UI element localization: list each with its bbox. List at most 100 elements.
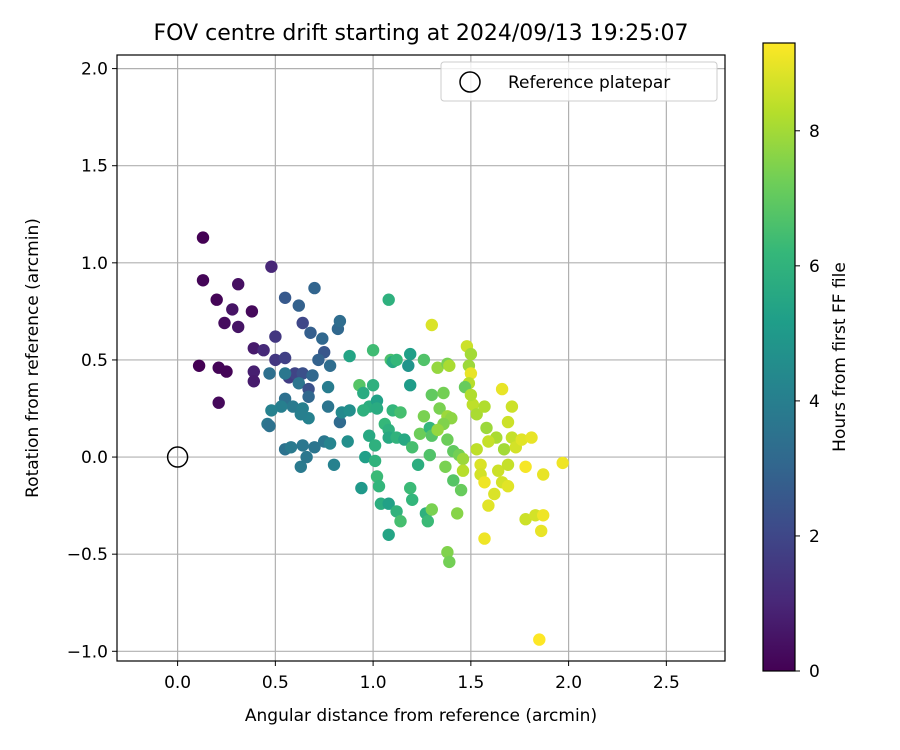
- data-point: [296, 367, 309, 380]
- data-point: [302, 390, 315, 403]
- x-tick-label: 2.0: [555, 673, 582, 693]
- data-point: [308, 281, 321, 295]
- data-point: [278, 291, 292, 304]
- data-point: [390, 353, 403, 367]
- x-axis-ticks: 0.0 0.5 1.0 1.5 2.0 2.5: [164, 661, 680, 693]
- y-axis-label: Rotation from reference (arcmin): [23, 218, 43, 498]
- data-point: [406, 441, 419, 454]
- data-point: [265, 404, 278, 417]
- reference-marker-layer: [166, 446, 189, 468]
- data-point: [308, 441, 321, 454]
- data-point: [269, 330, 282, 343]
- data-point: [321, 400, 335, 413]
- data-point: [343, 349, 356, 363]
- data-point: [495, 382, 509, 396]
- data-point: [333, 314, 347, 328]
- data-point: [286, 400, 300, 413]
- colorbar-ticks: 0 2 4 6 8: [795, 122, 820, 682]
- data-point: [441, 546, 454, 559]
- data-point: [196, 274, 210, 287]
- data-point: [537, 509, 550, 522]
- y-tick-label: 1.0: [81, 254, 108, 274]
- x-tick-label: 0.5: [262, 673, 289, 693]
- data-point: [441, 433, 454, 446]
- data-points: [192, 231, 569, 646]
- data-point: [480, 421, 493, 435]
- x-axis-label: Angular distance from reference (arcmin): [245, 706, 597, 726]
- data-point: [423, 448, 436, 462]
- data-point: [210, 293, 223, 306]
- colorbar-tick-label: 4: [809, 392, 820, 412]
- data-point: [368, 454, 382, 468]
- data-point: [247, 365, 260, 378]
- data-point: [327, 458, 341, 471]
- colorbar-label: Hours from first FF file: [830, 262, 850, 452]
- data-point: [433, 402, 446, 415]
- data-point: [466, 398, 479, 411]
- data-point: [321, 380, 335, 394]
- data-point: [398, 433, 411, 446]
- data-point: [515, 433, 528, 446]
- data-point: [402, 359, 415, 372]
- data-point: [482, 435, 495, 448]
- data-point: [470, 408, 483, 421]
- plot-frame: [116, 54, 726, 662]
- data-point: [505, 400, 519, 413]
- data-point: [372, 480, 386, 493]
- data-point: [275, 400, 288, 413]
- data-point: [497, 443, 511, 456]
- data-point: [505, 431, 519, 444]
- data-point: [220, 365, 233, 378]
- colorbar-tick-label: 6: [809, 257, 820, 277]
- data-point: [247, 375, 260, 388]
- data-point: [366, 344, 380, 357]
- data-point: [533, 633, 546, 646]
- data-point: [456, 464, 470, 477]
- data-point: [357, 404, 370, 417]
- x-tick-label: 1.5: [457, 673, 484, 693]
- data-point: [425, 503, 438, 516]
- data-point: [226, 303, 239, 316]
- data-point: [443, 555, 456, 569]
- data-point: [382, 293, 395, 306]
- data-point: [218, 316, 231, 330]
- y-tick-label: −0.5: [67, 545, 108, 565]
- data-point: [357, 386, 370, 400]
- data-point: [363, 429, 376, 442]
- data-point: [269, 353, 282, 367]
- data-point: [421, 515, 434, 528]
- data-point: [245, 305, 259, 318]
- data-point: [501, 458, 515, 471]
- data-point: [196, 231, 210, 244]
- colorbar-tick-label: 2: [809, 527, 820, 547]
- colorbar: 0 2 4 6 8 Hours from first FF file: [762, 42, 850, 682]
- data-point: [492, 464, 505, 477]
- data-point: [474, 458, 487, 471]
- data-point: [247, 342, 260, 355]
- data-point: [470, 443, 483, 456]
- data-point: [439, 460, 452, 473]
- data-point: [519, 513, 532, 526]
- data-point: [316, 332, 329, 345]
- data-point: [257, 344, 270, 357]
- data-point: [501, 480, 515, 493]
- data-point: [232, 278, 245, 291]
- data-point: [212, 396, 225, 409]
- data-point: [488, 487, 501, 501]
- legend: Reference platepar: [440, 61, 718, 102]
- data-point: [294, 460, 307, 473]
- data-point: [447, 474, 460, 487]
- data-point: [464, 388, 478, 402]
- data-point: [263, 367, 276, 380]
- legend-box: [440, 61, 718, 102]
- data-point: [431, 361, 444, 374]
- data-point: [382, 528, 395, 541]
- data-point: [300, 450, 313, 464]
- data-point: [333, 415, 347, 429]
- reference-platepar-marker: [166, 446, 189, 468]
- data-point: [411, 458, 425, 471]
- data-point: [306, 369, 319, 382]
- x-tick-label: 1.0: [360, 673, 387, 693]
- data-point: [404, 481, 417, 495]
